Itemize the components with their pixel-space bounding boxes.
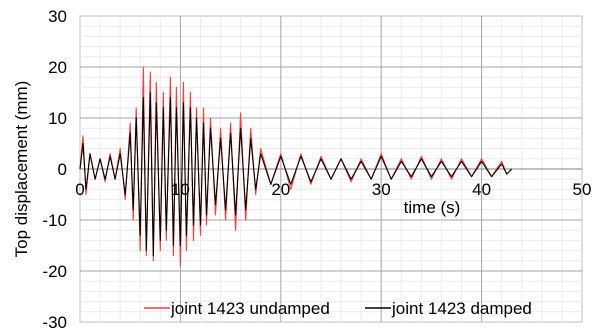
y-tick-labels: 30 20 10 0 -10 -20 -30 bbox=[42, 7, 67, 330]
x-tick-label: 50 bbox=[573, 180, 592, 199]
x-tick-labels: 0 10 20 30 40 50 bbox=[75, 180, 591, 199]
x-tick-label: 20 bbox=[271, 180, 290, 199]
x-axis-title: time (s) bbox=[404, 198, 461, 217]
y-axis-title: Top displacement (mm) bbox=[12, 81, 31, 258]
legend-label-undamped: joint 1423 undamped bbox=[170, 299, 330, 318]
y-tick-label: -20 bbox=[42, 262, 67, 281]
legend: joint 1423 undamped joint 1423 damped bbox=[144, 299, 532, 318]
y-tick-label: 20 bbox=[48, 58, 67, 77]
x-tick-label: 0 bbox=[75, 180, 84, 199]
series-layer bbox=[79, 66, 513, 267]
y-tick-label: -10 bbox=[42, 211, 67, 230]
y-tick-label: -30 bbox=[42, 313, 67, 330]
y-tick-label: 10 bbox=[48, 109, 67, 128]
x-tick-label: 40 bbox=[472, 180, 491, 199]
y-tick-label: 30 bbox=[48, 7, 67, 26]
y-tick-label: 0 bbox=[58, 160, 67, 179]
x-tick-label: 30 bbox=[372, 180, 391, 199]
series-line-damped bbox=[79, 91, 513, 257]
x-tick-label: 10 bbox=[171, 180, 190, 199]
legend-label-damped: joint 1423 damped bbox=[391, 299, 532, 318]
